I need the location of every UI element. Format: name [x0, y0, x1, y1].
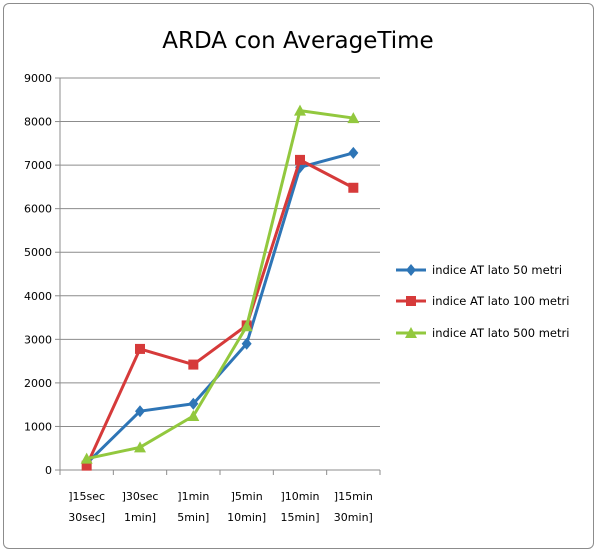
series-3-line: [86, 109, 354, 461]
legend-label-1: indice AT lato 50 metri: [432, 263, 562, 277]
y-tick-label-9: 9000: [24, 72, 52, 85]
y-tick-label-7: 7000: [24, 159, 52, 172]
x-tick-label-1: ]30sec 1min]: [122, 490, 159, 524]
x-axis-tick-labels: ]15sec 30sec] ]30sec 1min] ]1min 5min] ]5min 10…: [68, 490, 373, 524]
series-3-point-1: [134, 441, 146, 453]
x-tick-label-2: ]1min 5min]: [177, 490, 209, 524]
x-tick-label-5: ]15min 30min]: [334, 490, 373, 524]
series-1-point-2: [188, 397, 199, 410]
legend-entry-2: indice AT lato 100 metri: [396, 294, 569, 308]
legend-entry-1: indice AT lato 50 metri: [396, 263, 562, 277]
series-2-point-4: [295, 154, 305, 165]
legend-entry-3: indice AT lato 500 metri: [396, 326, 569, 340]
series-1-point-5: [348, 146, 359, 159]
series-1: [81, 146, 359, 470]
legend-label-3: indice AT lato 500 metri: [432, 326, 569, 340]
series-2-point-0: [81, 460, 92, 471]
legend-swatch-marker-3: [405, 327, 417, 338]
y-axis-tick-labels: 0 1000 2000 3000 4000 5000 6000 7000 8000 9000: [24, 72, 52, 477]
y-tick-label-1: 1000: [24, 420, 52, 433]
series-3-point-4: [294, 104, 306, 116]
series-1-point-1: [135, 405, 145, 418]
x-tick-label-3: ]5min 10min]: [227, 490, 266, 524]
legend-swatch-marker-2: [406, 296, 416, 306]
series-1-line: [85, 151, 354, 465]
series-3-point-5: [347, 112, 360, 124]
series-3-point-3: [240, 320, 253, 332]
legend: indice AT lato 50 metri indice AT lato 10…: [396, 263, 569, 340]
series-1-point-3: [241, 337, 252, 350]
y-tick-label-0: 0: [45, 464, 52, 477]
legend-swatch-marker-1: [406, 264, 416, 276]
series-2-point-5: [348, 182, 359, 193]
axes: [55, 77, 381, 475]
series-3-point-2: [187, 409, 200, 421]
chart-frame: [3, 3, 594, 549]
gridlines: [60, 77, 380, 427]
series-2-line: [85, 158, 355, 467]
series-3: [80, 104, 360, 464]
y-tick-label-5: 5000: [24, 246, 52, 259]
x-tick-label-0: ]15sec 30sec]: [68, 490, 105, 524]
y-tick-label-6: 6000: [24, 203, 52, 216]
y-tick-label-2: 2000: [24, 377, 52, 390]
y-tick-label-8: 8000: [24, 116, 52, 129]
series-2-point-2: [188, 359, 199, 370]
series-2: [81, 154, 359, 471]
legend-label-2: indice AT lato 100 metri: [432, 294, 569, 308]
x-tick-label-4: ]10min 15min]: [280, 490, 319, 524]
y-tick-label-3: 3000: [24, 333, 52, 346]
series-lines: [80, 104, 360, 471]
y-tick-label-4: 4000: [24, 290, 52, 303]
chart-title: ARDA con AverageTime: [162, 28, 433, 54]
series-3-point-0: [80, 452, 93, 464]
series-2-point-1: [135, 343, 145, 354]
